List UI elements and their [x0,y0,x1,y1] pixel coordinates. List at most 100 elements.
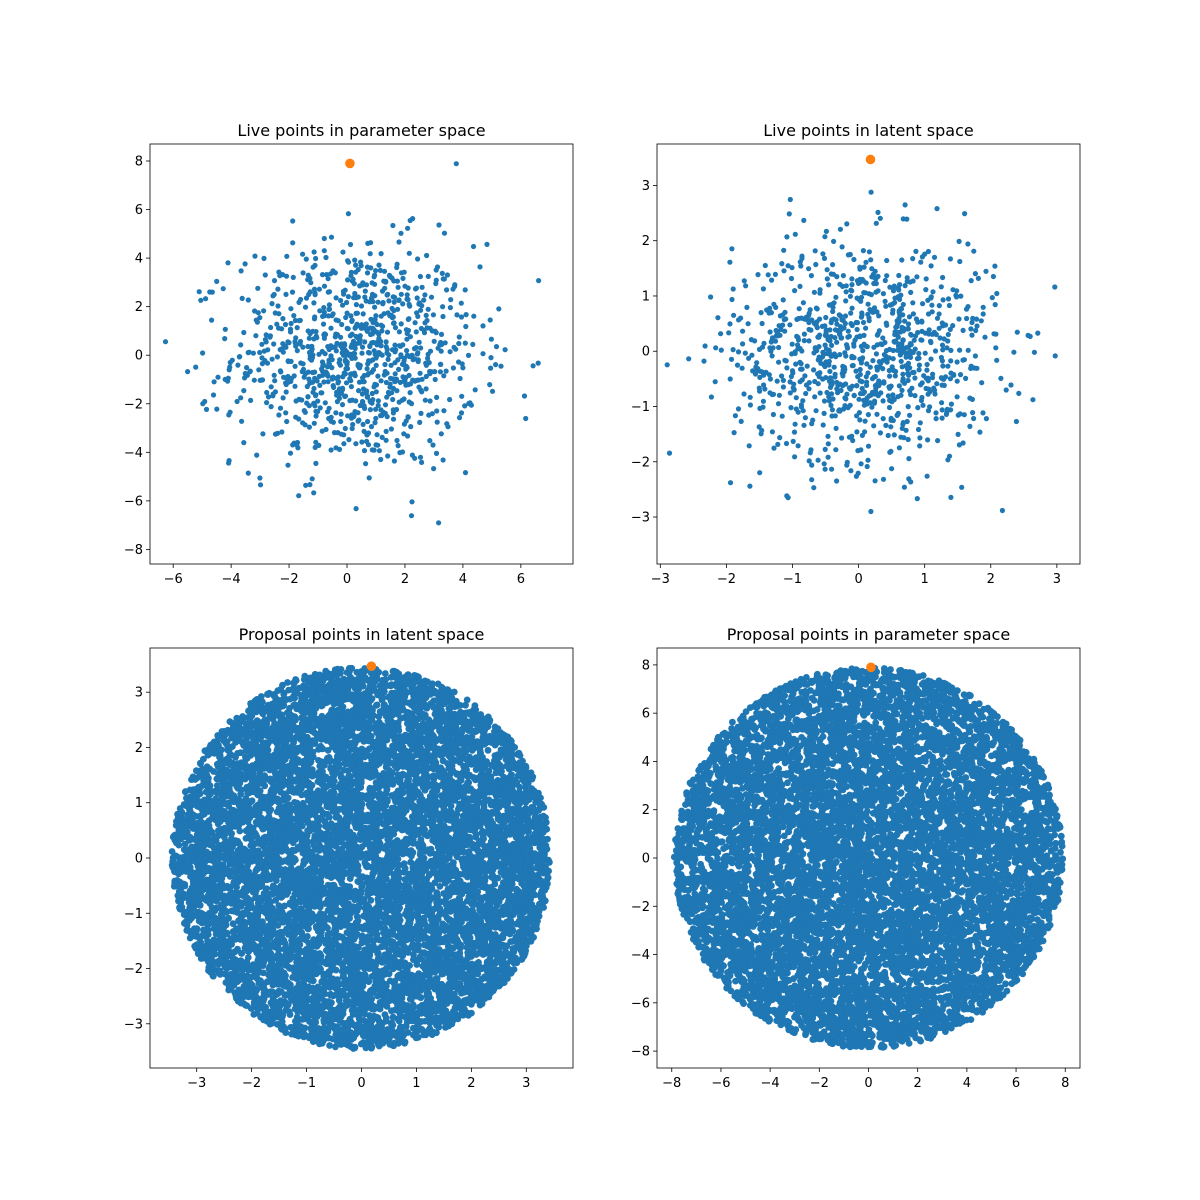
scatter-point [329,357,335,363]
scatter-point [456,415,463,421]
scatter-point [352,257,358,263]
scatter-point [425,306,431,312]
scatter-point [385,356,391,362]
scatter-point [367,407,373,413]
scatter-point [972,353,979,359]
scatter-point [829,466,835,472]
scatter-point [762,386,768,392]
scatter-point [915,405,921,411]
scatter-point [391,299,397,305]
scatter-point [263,339,269,345]
scatter-point [910,311,917,317]
scatter-point [352,290,358,297]
scatter-point [279,326,285,332]
scatter-point [407,334,413,340]
scatter-point [891,397,897,403]
scatter-point [897,296,903,302]
scatter-point [303,256,309,262]
scatter-point [372,420,378,426]
scatter-point [310,369,316,376]
scatter-point [305,272,311,278]
scatter-point [239,295,245,301]
scatter-point [936,325,942,331]
scatter-point [732,413,739,419]
scatter-point [363,461,369,467]
scatter-point [982,334,988,340]
y-tick-label: 0 [135,349,143,364]
scatter-point [937,335,943,341]
scatter-point [825,454,831,460]
scatter-point [902,202,908,208]
scatter-point [363,282,370,288]
scatter-point [317,382,323,388]
scatter-point [839,244,845,250]
scatter-point [871,305,878,311]
scatter-point [282,321,289,328]
scatter-point [383,437,389,443]
scatter-point [829,407,836,413]
scatter-point [907,388,913,394]
scatter-point [956,238,962,244]
scatter-point [885,393,892,399]
scatter-point [892,373,898,379]
scatter-point [364,438,370,444]
scatter-point [348,384,354,390]
scatter-point [355,294,361,300]
scatter-point [214,278,220,284]
scatter-point [462,470,469,476]
scatter-point [306,424,312,430]
scatter-point [246,349,252,355]
scatter-point [826,350,833,356]
scatter-point [396,366,402,372]
scatter-point [965,347,971,353]
scatter-point [356,417,362,423]
scatter-point [885,432,891,439]
scatter-point [434,264,441,270]
scatter-point [362,294,368,300]
scatter-point [900,420,906,426]
scatter-point [265,394,272,400]
scatter-point [358,303,365,309]
scatter-point [832,327,839,333]
scatter-point [453,346,459,352]
scatter-point [321,305,327,311]
scatter-point [858,298,864,304]
scatter-point [845,328,851,334]
scatter-point [857,334,863,340]
scatter-point [833,447,839,453]
scatter-point [255,310,261,316]
scatter-point [241,329,247,336]
scatter-point [816,354,822,360]
scatter-point [1016,390,1022,396]
scatter-point [896,272,902,279]
scatter-point [766,372,772,378]
scatter-point [193,364,199,370]
scatter-point [979,380,985,386]
scatter-point [880,398,886,404]
scatter-point [775,441,781,447]
scatter-point [957,411,963,417]
subplot-live-latent: Live points in latent space −3 −2 −1 0 1 2 3−3… [631,121,1081,587]
scatter-point [328,447,334,453]
scatter-point [825,441,831,447]
scatter-point [257,482,264,488]
scatter-point [325,289,331,295]
scatter-point [874,342,880,348]
scatter-point [913,248,919,254]
scatter-point [283,273,290,279]
scatter-point [447,396,453,403]
y-tick-label: 1 [642,289,650,304]
scatter-point [883,422,889,428]
scatter-point [312,403,318,409]
scatter-point [836,408,842,414]
scatter-point [297,341,303,347]
y-tick-label: 2 [135,300,143,315]
scatter-point [315,398,321,404]
scatter-point [434,408,440,414]
scatter-point [290,218,296,224]
scatter-point [306,376,312,382]
scatter-point [854,429,860,435]
scatter-point [954,359,960,365]
scatter-point [392,379,398,385]
scatter-point [820,251,826,257]
